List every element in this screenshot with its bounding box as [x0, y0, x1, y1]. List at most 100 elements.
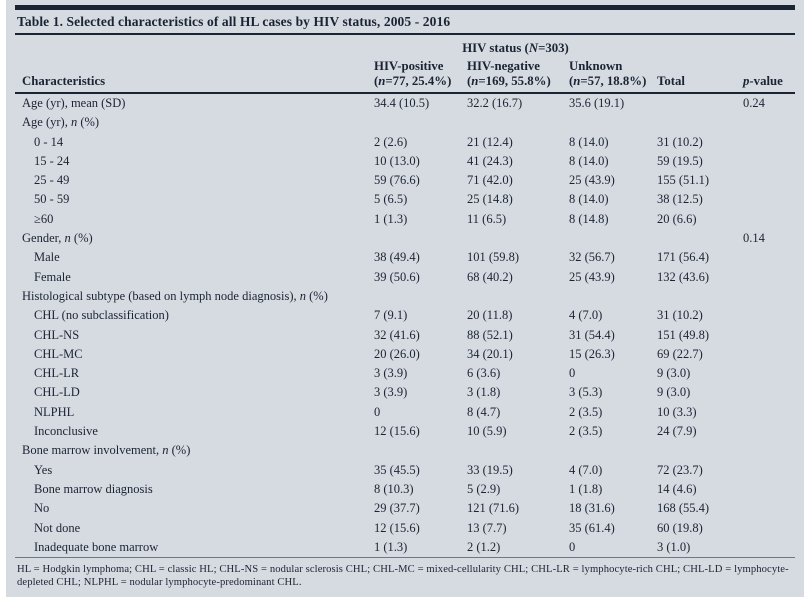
- pvalue-value: [743, 345, 795, 364]
- row-label: 0 - 14: [34, 134, 64, 149]
- table-row: Yes 35 (45.5) 33 (19.5) 4 (7.0) 72 (23.7…: [15, 461, 795, 480]
- row-label: Inconclusive: [34, 424, 98, 439]
- hiv-negative-value: 68 (40.2): [467, 269, 513, 284]
- pvalue-value: [743, 538, 795, 558]
- total-value: 31 (10.2): [657, 308, 703, 323]
- table-row: CHL-LD 3 (3.9) 3 (1.8) 3 (5.3) 9 (3.0): [15, 383, 795, 402]
- hiv-positive-value: 20 (26.0): [374, 346, 420, 361]
- unknown-value: [569, 287, 657, 306]
- hiv-negative-value: [467, 287, 569, 306]
- table-row: Gender, n (%) 0.14: [15, 229, 795, 248]
- unknown-value: 35.6 (19.1): [569, 96, 625, 110]
- total-value: 168 (55.4): [657, 501, 710, 516]
- row-label: Age (yr), mean (SD): [22, 96, 126, 110]
- total-value: [657, 93, 743, 113]
- unknown-value: 2 (3.5): [569, 424, 603, 439]
- total-value: 59 (19.5): [657, 153, 703, 168]
- pvalue-value: [743, 152, 795, 171]
- hiv-positive-header-line2: (n=77, 25.4%): [374, 74, 452, 88]
- unknown-value: 4 (7.0): [569, 308, 603, 323]
- table-row: Inadequate bone marrow 1 (1.3) 2 (1.2) 0…: [15, 538, 795, 558]
- pvalue-value: [743, 326, 795, 345]
- pvalue-value: [743, 113, 795, 132]
- table-row: Male 38 (49.4) 101 (59.8) 32 (56.7) 171 …: [15, 248, 795, 267]
- total-value: 10 (3.3): [657, 404, 697, 419]
- table-row: NLPHL 0 8 (4.7) 2 (3.5) 10 (3.3): [15, 403, 795, 422]
- unknown-value: 8 (14.0): [569, 134, 609, 149]
- hiv-negative-header-line2: (n=169, 55.8%): [467, 74, 551, 88]
- total-value: [657, 287, 743, 306]
- total-value: 171 (56.4): [657, 250, 710, 265]
- table-figure: Table 1. Selected characteristics of all…: [6, 0, 804, 597]
- pvalue-value: [743, 287, 795, 306]
- unknown-value: [569, 113, 657, 132]
- hiv-positive-value: 34.4 (10.5): [374, 96, 430, 110]
- hiv-positive-value: 8 (10.3): [374, 481, 414, 496]
- pvalue-value: [743, 190, 795, 209]
- hiv-negative-value: 2 (1.2): [467, 539, 501, 554]
- hiv-positive-value: [374, 441, 467, 460]
- unknown-value: 0: [569, 539, 576, 554]
- hiv-negative-value: 6 (3.6): [467, 366, 501, 381]
- hiv-positive-value: 1 (1.3): [374, 211, 408, 226]
- hiv-positive-value: [374, 113, 467, 132]
- pvalue-value: [743, 519, 795, 538]
- unknown-value: 8 (14.8): [569, 211, 609, 226]
- hiv-negative-value: [467, 229, 569, 248]
- row-label: CHL-NS: [34, 327, 80, 342]
- hiv-negative-value: 3 (1.8): [467, 385, 501, 400]
- total-value: 9 (3.0): [657, 385, 691, 400]
- table-row: ≥60 1 (1.3) 11 (6.5) 8 (14.8) 20 (6.6): [15, 210, 795, 229]
- hiv-positive-value: 59 (76.6): [374, 173, 420, 188]
- pvalue-value: [743, 441, 795, 460]
- column-header-row: Characteristics HIV-positive (n=77, 25.4…: [15, 59, 796, 94]
- unknown-header-line2: (n=57, 18.8%): [569, 74, 647, 88]
- pvalue-column-header: p-value: [743, 59, 796, 94]
- total-value: [657, 229, 743, 248]
- hiv-negative-value: 32.2 (16.7): [467, 96, 523, 110]
- row-label: CHL-LD: [34, 385, 80, 400]
- pvalue-value: [743, 480, 795, 499]
- row-label: Female: [34, 269, 71, 284]
- hiv-negative-value: 8 (4.7): [467, 404, 501, 419]
- row-label: Bone marrow diagnosis: [34, 481, 153, 496]
- pvalue-value: [743, 210, 795, 229]
- total-value: 3 (1.0): [657, 539, 691, 554]
- hiv-positive-value: 39 (50.6): [374, 269, 420, 284]
- pvalue-value: [743, 268, 795, 287]
- hiv-positive-value: 5 (6.5): [374, 192, 408, 207]
- hiv-negative-value: 88 (52.1): [467, 327, 513, 342]
- table-row: Inconclusive 12 (15.6) 10 (5.9) 2 (3.5) …: [15, 422, 795, 441]
- hiv-positive-value: 0: [374, 404, 381, 419]
- pvalue-value: [743, 461, 795, 480]
- total-value: [657, 441, 743, 460]
- table-footnote: HL = Hodgkin lymphoma; CHL = classic HL;…: [17, 564, 789, 589]
- total-value: 132 (43.6): [657, 269, 710, 284]
- pvalue-value: [743, 499, 795, 518]
- hiv-negative-value: 33 (19.5): [467, 462, 513, 477]
- top-rule: [15, 5, 795, 10]
- pvalue-value: [743, 383, 795, 402]
- row-label: Male: [34, 250, 60, 265]
- hiv-positive-column-header: HIV-positive (n=77, 25.4%): [374, 59, 467, 94]
- pvalue-value: 0.14: [743, 231, 765, 246]
- title-rule: [15, 33, 795, 35]
- row-label: 15 - 24: [34, 153, 70, 168]
- hiv-negative-value: 121 (71.6): [467, 501, 520, 516]
- total-value: 69 (22.7): [657, 346, 703, 361]
- row-label: CHL-LR: [34, 366, 80, 381]
- unknown-value: 32 (56.7): [569, 250, 615, 265]
- total-value: 60 (19.8): [657, 520, 703, 535]
- total-value: 151 (49.8): [657, 327, 710, 342]
- unknown-value: 2 (3.5): [569, 404, 603, 419]
- row-label: CHL (no subclassification): [34, 308, 169, 323]
- row-label: ≥60: [34, 211, 54, 226]
- table-row: 15 - 24 10 (13.0) 41 (24.3) 8 (14.0) 59 …: [15, 152, 795, 171]
- hiv-negative-value: 5 (2.9): [467, 481, 501, 496]
- hiv-status-group-header: HIV status (N=303): [462, 41, 569, 55]
- hiv-positive-value: 38 (49.4): [374, 250, 420, 265]
- unknown-value: 4 (7.0): [569, 462, 603, 477]
- row-label: NLPHL: [34, 404, 75, 419]
- table-row: Bone marrow diagnosis 8 (10.3) 5 (2.9) 1…: [15, 480, 795, 499]
- hiv-negative-value: 41 (24.3): [467, 153, 513, 168]
